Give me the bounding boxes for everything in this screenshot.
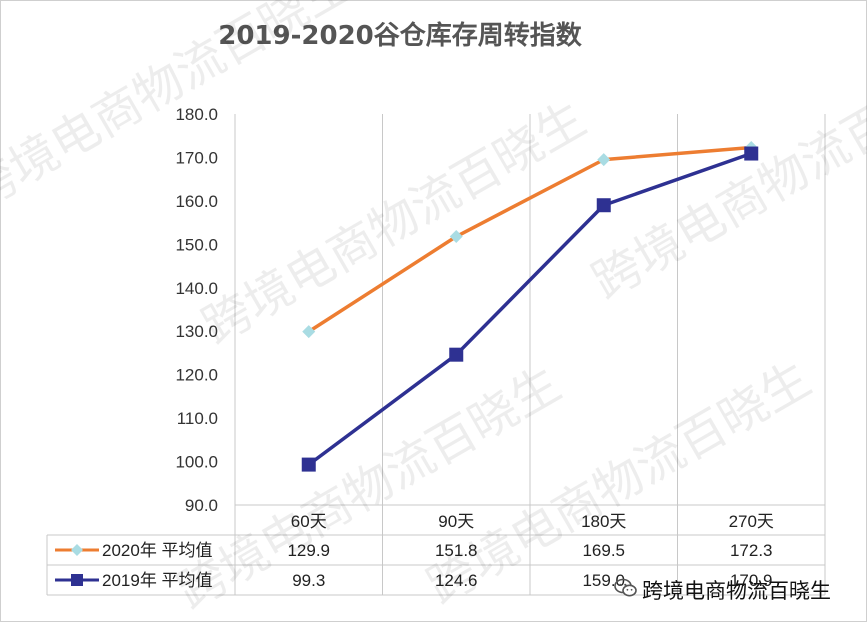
table-value: 170.9 — [730, 571, 773, 590]
wechat-icon — [614, 578, 637, 597]
series-layer — [301, 140, 759, 472]
table-value: 129.9 — [287, 541, 330, 560]
x-category-label: 60天 — [291, 512, 327, 531]
watermark-label: 跨境电商物流百晓生 — [642, 579, 831, 603]
series-line — [307, 145, 752, 334]
table-value: 124.6 — [435, 571, 478, 590]
y-tick-label: 130.0 — [175, 322, 218, 341]
x-category-label: 180天 — [581, 512, 626, 531]
watermark-text: 跨境电商物流百晓生 — [583, 46, 867, 311]
y-tick-label: 110.0 — [177, 409, 218, 428]
x-category-label: 90天 — [438, 512, 474, 531]
watermark-text: 跨境电商物流百晓生 — [168, 356, 570, 621]
chart-title: 2019-2020谷仓库存周转指数 — [218, 20, 583, 51]
legend-series-name: 2019年 平均值 — [102, 571, 213, 590]
legend-series-name: 2020年 平均值 — [102, 541, 213, 560]
y-tick-label: 180.0 — [175, 105, 218, 124]
data-point — [596, 198, 611, 213]
table-value: 151.8 — [435, 541, 478, 560]
y-tick-label: 120.0 — [175, 366, 218, 385]
data-point — [301, 457, 316, 472]
y-tick-label: 160.0 — [175, 192, 218, 211]
legend-key-marker — [71, 574, 83, 586]
y-axis: 90.0 100.0 110.0 120.0 130.0 140.0 150.0 160.0 1… — [175, 105, 218, 515]
y-tick-label: 100.0 — [175, 453, 218, 472]
x-category-label: 270天 — [729, 512, 774, 531]
series-line — [307, 151, 752, 466]
legend-key-marker — [71, 544, 83, 556]
grid — [234, 114, 826, 595]
data-table: 60天 90天 180天 270天 2020年 平均值 129.9 151.8 169.5 17… — [46, 504, 825, 596]
y-tick-label: 150.0 — [175, 235, 218, 254]
data-point — [744, 146, 759, 161]
y-tick-label: 170.0 — [175, 148, 218, 167]
data-point — [302, 325, 316, 339]
y-tick-label: 90.0 — [185, 496, 218, 515]
data-point — [597, 153, 611, 167]
watermark-text: 跨境电商物流百晓生 — [193, 91, 595, 356]
data-point — [449, 347, 464, 362]
table-value: 99.3 — [292, 571, 325, 590]
table-value: 169.5 — [582, 541, 625, 560]
data-point — [449, 230, 463, 244]
table-value: 172.3 — [730, 541, 773, 560]
y-tick-label: 140.0 — [175, 279, 218, 298]
